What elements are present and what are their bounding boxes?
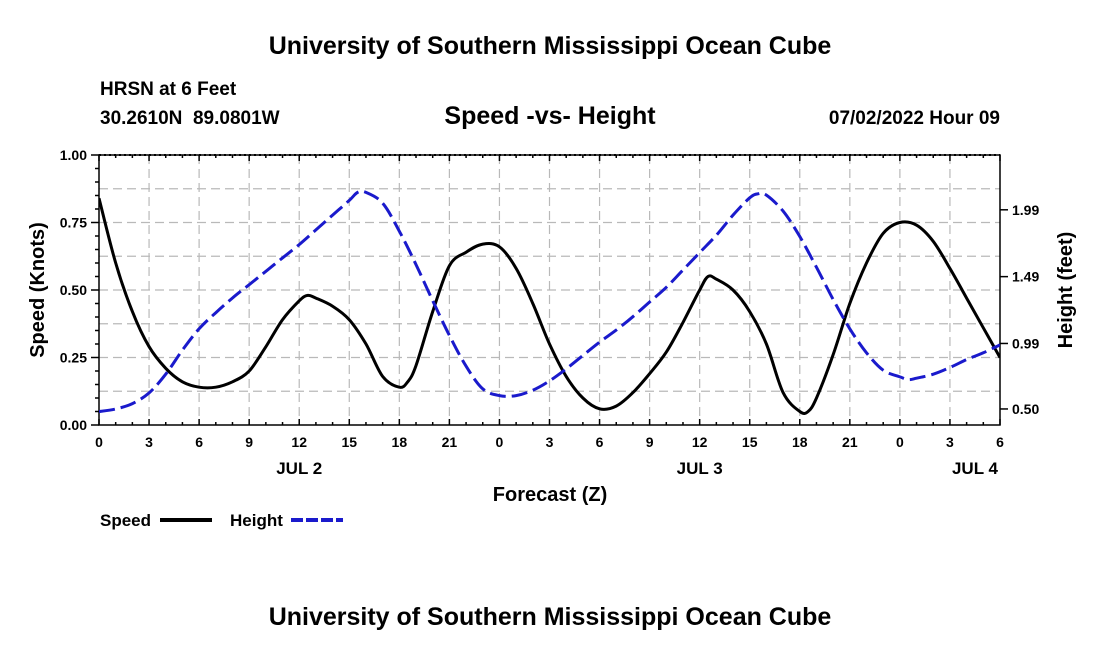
x-tick-label: 9 — [646, 434, 654, 450]
station-label: HRSN at 6 Feet — [100, 79, 237, 100]
x-tick-label: 15 — [742, 434, 758, 450]
series-layer — [99, 189, 1000, 416]
y-tick-label: 0.00 — [60, 417, 87, 433]
grid — [99, 155, 1000, 425]
x-tick-label: 9 — [245, 434, 253, 450]
page-title: University of Southern Mississippi Ocean… — [269, 32, 832, 60]
legend: Speed Height — [100, 511, 343, 530]
y-axis-label: Speed (Knots) — [27, 222, 49, 358]
x-tick-label: 21 — [842, 434, 858, 450]
x-tick-label: 3 — [145, 434, 153, 450]
legend-height-label: Height — [230, 511, 283, 530]
x-tick-label: 6 — [195, 434, 203, 450]
x-tick-label: 12 — [692, 434, 708, 450]
x-tick-label: 0 — [896, 434, 904, 450]
date-label: JUL 2 — [276, 459, 322, 478]
x-tick-label: 18 — [792, 434, 808, 450]
y2-tick-label: 1.99 — [1012, 202, 1039, 218]
date-label: JUL 3 — [677, 459, 723, 478]
x-tick-label: 0 — [95, 434, 103, 450]
x-axis-label: Forecast (Z) — [493, 484, 607, 506]
x-tick-label: 15 — [341, 434, 357, 450]
y-tick-label: 1.00 — [60, 147, 87, 163]
coordinates: 30.2610N 89.0801W — [100, 108, 280, 129]
x-tick-label: 18 — [392, 434, 408, 450]
forecast-time: 07/02/2022 Hour 09 — [829, 108, 1000, 129]
axis-ticks: 0 3 6 9 12 15 18 21 0 3 6 9 12 15 18 21 0 3 6 0.00 0.25 0.50 0… — [60, 147, 1040, 478]
x-tick-label: 0 — [496, 434, 504, 450]
y-tick-label: 0.50 — [60, 282, 87, 298]
y2-tick-label: 0.99 — [1012, 335, 1039, 351]
x-tick-label: 3 — [946, 434, 954, 450]
x-tick-label: 3 — [546, 434, 554, 450]
footer-title: University of Southern Mississippi Ocean… — [269, 603, 832, 631]
chart-title: Speed -vs- Height — [444, 102, 656, 130]
speed-series-line — [99, 197, 1000, 416]
legend-speed-label: Speed — [100, 511, 151, 530]
x-tick-label: 21 — [442, 434, 458, 450]
x-tick-label: 12 — [291, 434, 307, 450]
x-tick-label: 6 — [596, 434, 604, 450]
y2-axis-label: Height (feet) — [1055, 232, 1077, 349]
height-series-line — [99, 189, 1000, 414]
y2-tick-label: 0.50 — [1012, 401, 1039, 417]
y2-tick-label: 1.49 — [1012, 269, 1039, 285]
y-tick-label: 0.25 — [60, 350, 87, 366]
date-label: JUL 4 — [952, 459, 999, 478]
y-tick-label: 0.75 — [60, 215, 87, 231]
x-tick-label: 6 — [996, 434, 1004, 450]
